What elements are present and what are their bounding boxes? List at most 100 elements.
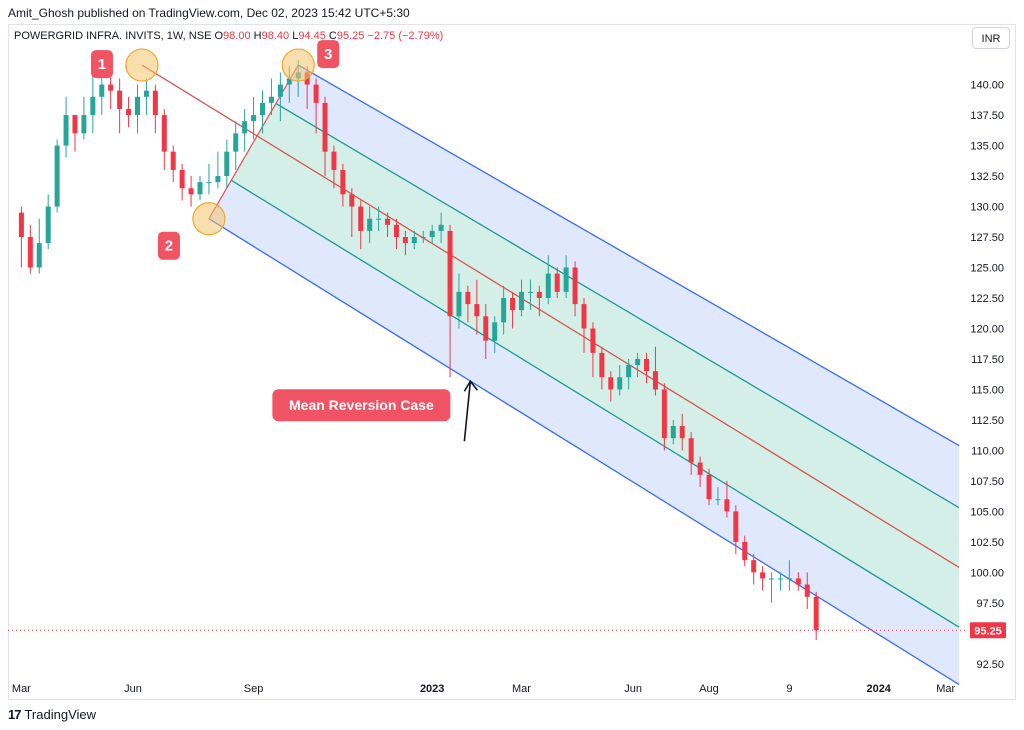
candle-body [215,176,221,183]
candle-body [608,377,614,390]
pitchfork-channel [141,64,960,686]
chart-frame [8,24,1016,700]
candle-body [36,243,42,268]
candle-body [679,426,685,439]
candle-body [786,578,792,580]
pivot-marker [125,48,159,82]
y-tick-label: 135.00 [970,141,1004,153]
candle-body [751,560,757,573]
candle-body [170,151,176,170]
candle-body [260,102,266,116]
x-tick-label: Mar [512,683,531,695]
candle-body [724,499,730,512]
candle-body [402,237,408,244]
candle-body [81,115,87,134]
y-tick-label: 102.50 [970,537,1004,549]
pivot-badge [90,50,113,79]
candle-body [652,371,658,390]
candle-body [590,328,596,353]
candle-body [331,151,337,170]
y-tick-label: 112.50 [971,415,1004,427]
candle-body [268,96,274,103]
y-tick-label: 92.50 [976,659,1004,671]
candle-body [617,377,623,390]
candle-body [697,462,703,475]
candle-body [438,224,444,231]
median-line [141,64,960,569]
candle-body [143,90,149,97]
candle-body [670,426,676,439]
candle-body [777,578,783,580]
x-tick-label: 9 [786,683,792,695]
candle-body [233,133,239,152]
x-axis: Mar Jun Sep 2023 Mar Jun Aug 9 2024 Mar [12,683,956,695]
channel-upper-line [297,64,960,447]
y-tick-label: 130.00 [970,202,1004,214]
candle-body [251,115,257,122]
currency-button[interactable]: INR [972,27,1010,49]
candle-body [411,237,417,244]
candle-body [804,584,810,597]
candle-body [465,291,471,305]
candle-body [322,102,328,152]
candle-body [376,218,382,220]
candle-body [313,84,319,103]
candle-body [581,304,587,329]
y-tick-label: 125.00 [970,262,1004,274]
candle-body [715,499,721,501]
candle-body [54,145,60,207]
candle-body [563,267,569,292]
legend-symbol: POWERGRID INFRA. INVITS, 1W, NSE [14,30,212,42]
candle-body [536,291,542,298]
candle-body [429,230,435,238]
y-tick-label: 107.50 [970,476,1004,488]
candle-body [179,169,185,189]
tradingview-logo-icon: 17 [8,707,22,722]
candle-body [197,182,203,195]
candle-body [456,291,462,317]
candle-body [492,322,498,341]
candle-body [385,218,391,225]
x-tick-label: Jun [624,683,642,695]
y-tick-label: 100.00 [970,567,1004,579]
channel-inner-upper-line [275,102,960,509]
candle-body [599,352,605,378]
y-tick-label: 137.50 [970,110,1004,122]
pivot-label: 3 [324,46,332,63]
pivot-badge [157,231,180,260]
legend-high-label: H [253,30,262,42]
legend-open-value: 98.00 [223,30,251,42]
candle-body [27,237,33,268]
x-tick-label: Mar [12,683,31,695]
candle-body [420,237,426,239]
y-tick-label: 140.00 [970,80,1004,92]
candle-body [760,572,766,579]
x-tick-label: Sep [244,683,264,695]
candle-body [501,297,507,323]
candle-body [474,304,480,317]
candle-body [644,358,650,372]
candle-body [510,297,516,311]
legend-close-value: 95.25 [336,30,365,42]
candle-body [706,474,712,500]
footer: 17 TradingView [8,707,96,722]
y-tick-label: 122.50 [970,293,1004,305]
annotation-arrowhead [463,379,479,392]
legend-low-label: L [292,30,299,42]
candle-body [224,151,230,177]
x-tick-label: 2024 [866,683,891,695]
candle-body [161,115,167,152]
candle-body [483,316,489,341]
candle-body [126,108,132,116]
published-line: Amit_Ghosh published on TradingView.com,… [8,6,410,20]
pivot-marker [281,48,315,82]
candle-body [367,218,373,231]
candle-body [813,596,819,631]
candles [8,60,968,641]
y-tick-label: 110.00 [971,445,1004,457]
y-tick-label: 115.00 [971,384,1004,396]
y-tick-label: 117.50 [971,354,1004,366]
candle-body [795,578,801,585]
candle-body [626,365,632,378]
legend-high-value: 98.40 [261,30,290,42]
